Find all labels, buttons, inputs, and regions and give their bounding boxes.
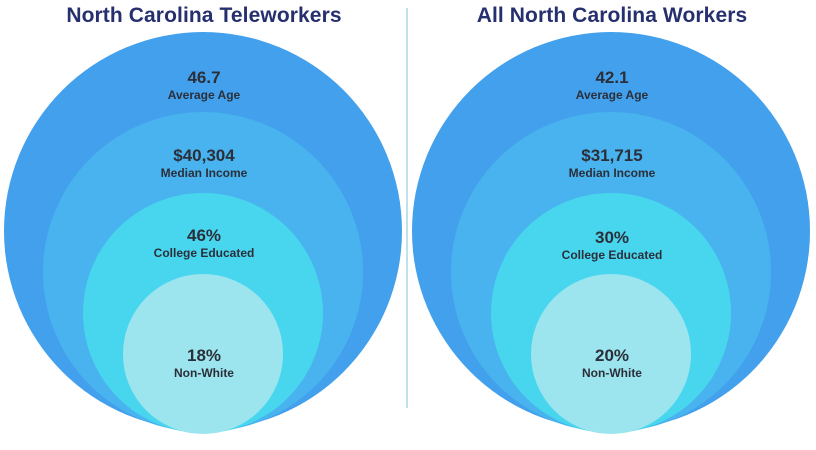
stat-label: Non-White [582,366,642,380]
stat-label: Non-White [174,366,234,380]
stat-college-educated: 46% College Educated [0,226,408,261]
stat-label: College Educated [153,246,255,260]
panel-divider [406,8,408,408]
panel-title: North Carolina Teleworkers [66,4,342,27]
stat-median-income: $40,304 Median Income [0,146,408,181]
stat-value: 30% [594,228,630,247]
panel-all-nc-workers: All North Carolina Workers 42.1 Average … [408,0,816,450]
stat-label: Median Income [568,166,656,180]
panel-nc-teleworkers: North Carolina Teleworkers 46.7 Average … [0,4,408,434]
stat-non-white: 20% Non-White [408,346,816,381]
stat-average-age: 46.7 Average Age [0,68,408,103]
stat-average-age: 42.1 Average Age [408,68,816,103]
stat-value: 42.1 [595,68,629,87]
stat-value: 18% [186,346,222,365]
stat-label: Average Age [167,88,241,102]
panel-title: All North Carolina Workers [476,4,748,27]
stat-college-educated: 30% College Educated [408,228,816,263]
stat-value: 46% [186,226,222,245]
stat-median-income: $31,715 Median Income [408,146,816,181]
circle-non-white [123,274,283,434]
stat-label: Average Age [575,88,649,102]
stat-non-white: 18% Non-White [0,346,408,381]
circle-non-white [531,274,691,434]
stat-value: 20% [594,346,630,365]
stat-label: College Educated [561,248,663,262]
stat-label: Median Income [160,166,248,180]
stat-value: $31,715 [581,146,643,165]
stat-value: 46.7 [187,68,221,87]
stat-value: $40,304 [173,146,235,165]
